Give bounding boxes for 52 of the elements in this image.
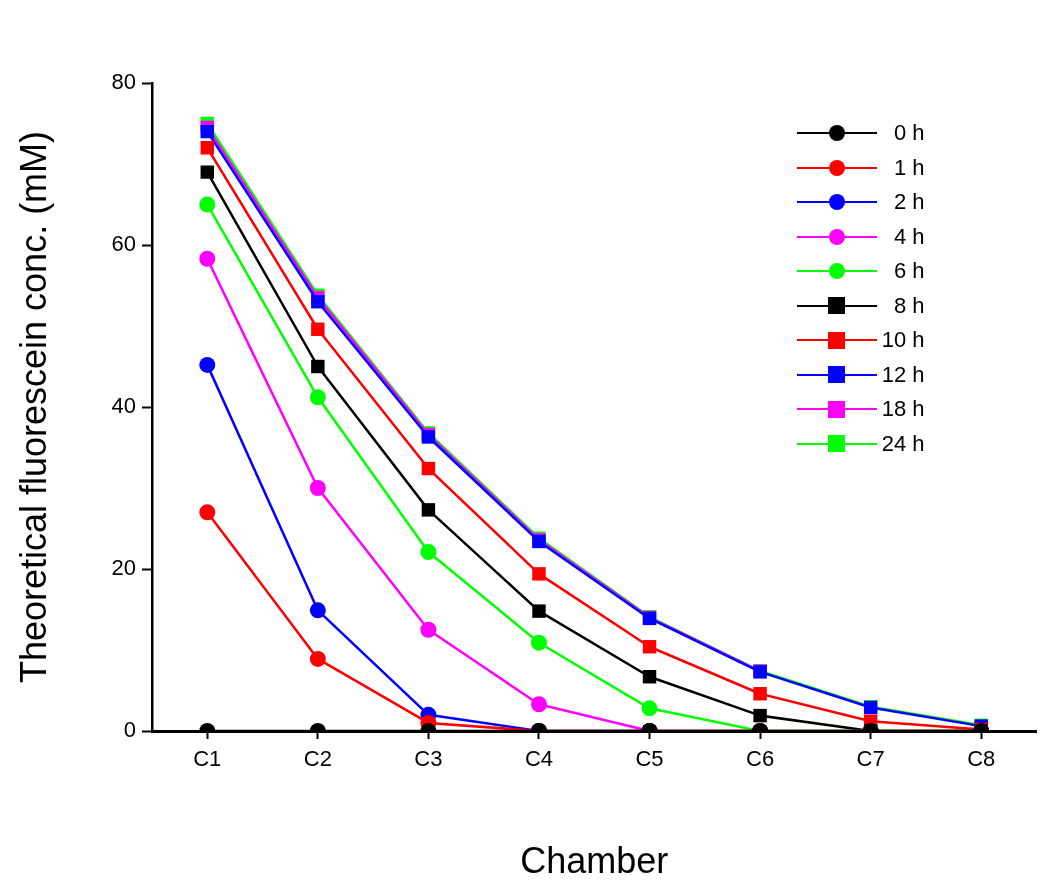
point — [200, 141, 214, 155]
y-tick-label: 60 — [111, 231, 136, 257]
legend-label: 2 h — [892, 189, 925, 216]
point — [530, 696, 547, 713]
x-tick-label: C7 — [856, 746, 885, 772]
x-tick-label: C2 — [303, 746, 332, 772]
point — [199, 356, 216, 373]
x-tick-label: C5 — [635, 746, 664, 772]
point — [532, 567, 546, 581]
point — [421, 503, 436, 517]
point — [311, 359, 325, 374]
point — [200, 165, 214, 179]
legend-label: 1 h — [892, 154, 925, 181]
point — [753, 708, 767, 723]
point — [530, 634, 547, 651]
legend-label: 6 h — [892, 258, 925, 285]
y-tick-label: 40 — [111, 393, 136, 419]
x-tick-label: C3 — [414, 746, 443, 772]
x-tick-label: C4 — [524, 746, 554, 772]
y-tick-label: 20 — [111, 555, 136, 581]
legend-label: 4 h — [892, 223, 925, 250]
point — [532, 604, 546, 618]
point — [420, 543, 437, 560]
y-tick-label: 0 — [123, 717, 136, 743]
point — [199, 504, 216, 521]
point — [199, 196, 216, 213]
point — [309, 602, 326, 619]
legend-label: 24 h — [880, 430, 925, 457]
x-tick-label: C1 — [193, 746, 222, 772]
point — [309, 480, 326, 496]
x-tick-label: C8 — [967, 746, 996, 772]
point — [420, 621, 437, 638]
point — [642, 670, 657, 684]
point — [199, 250, 216, 267]
legend-label: 18 h — [880, 396, 925, 423]
point — [421, 461, 436, 476]
point — [642, 640, 657, 654]
point — [309, 650, 326, 667]
x-axis-title: Chamber — [520, 840, 669, 882]
x-tick-label: C6 — [746, 746, 775, 772]
y-tick-label: 80 — [111, 69, 136, 95]
point — [200, 124, 214, 139]
y-axis-title: Theoretical fluorescein conc. (mM) — [12, 130, 54, 684]
point — [641, 700, 658, 717]
point — [753, 687, 767, 701]
legend-label: 0 h — [892, 120, 925, 147]
legend-label: 8 h — [892, 292, 925, 319]
legend-label: 10 h — [880, 327, 925, 354]
point — [311, 294, 325, 309]
legend-label: 12 h — [880, 361, 925, 388]
point — [311, 322, 325, 336]
point — [309, 389, 326, 406]
